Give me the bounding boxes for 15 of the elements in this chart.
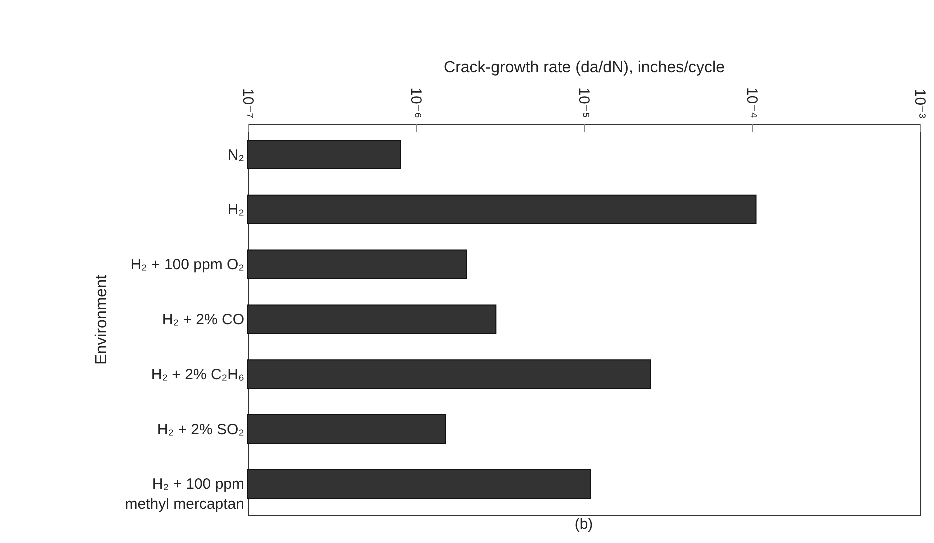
y-tick-label: H₂ + 2% SO₂ (157, 421, 245, 438)
x-axis-title: Crack-growth rate (da/dN), inches/cycle (444, 59, 726, 76)
y-tick-label: N₂ (228, 146, 245, 164)
y-tick-label: H₂ + 100 ppm methyl mercaptan (125, 476, 244, 514)
y-axis-title: Environment (93, 274, 110, 365)
y-tick-label: H₂ (228, 202, 245, 219)
x-tick-label: 10⁻⁵ (576, 88, 592, 118)
text: (b) (574, 516, 594, 533)
y-tick-label: H₂ + 2% C₂H₆ (151, 366, 244, 384)
y-tick-label: H₂ + 2% CO (162, 312, 244, 328)
x-tick-label: 10⁻⁴ (744, 87, 760, 118)
y-tick-label: H₂ + 100 ppm O₂ (130, 256, 245, 274)
x-tick-label: 10⁻³ (912, 88, 928, 118)
x-tick-label: 10⁻⁶ (408, 88, 424, 118)
x-tick-label: 10⁻⁷ (240, 88, 256, 118)
